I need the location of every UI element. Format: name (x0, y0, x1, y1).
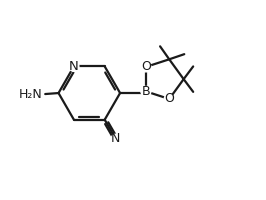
Text: O: O (141, 60, 151, 73)
Circle shape (164, 94, 174, 104)
Text: N: N (69, 60, 79, 73)
Circle shape (69, 61, 79, 71)
Text: N: N (111, 132, 120, 145)
Text: O: O (164, 92, 174, 105)
Text: H₂N: H₂N (19, 88, 43, 101)
Circle shape (111, 134, 120, 143)
Circle shape (141, 86, 151, 96)
Text: B: B (142, 85, 150, 98)
Circle shape (141, 62, 151, 72)
